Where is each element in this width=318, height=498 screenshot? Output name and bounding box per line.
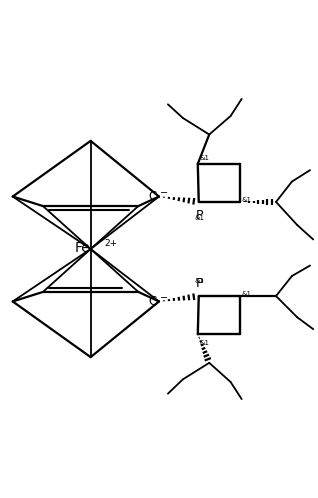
Text: C: C (148, 190, 156, 203)
Text: &1: &1 (194, 278, 204, 284)
Text: &1: &1 (242, 197, 252, 203)
Text: &1: &1 (199, 154, 209, 160)
Text: −: − (160, 188, 168, 198)
Text: P: P (196, 277, 203, 290)
Text: C: C (148, 295, 156, 308)
Text: Fe: Fe (75, 242, 91, 255)
Text: &1: &1 (199, 340, 209, 346)
Text: &1: &1 (194, 215, 204, 221)
Text: 2+: 2+ (105, 239, 118, 248)
Text: −: − (160, 293, 168, 303)
Text: &1: &1 (242, 291, 252, 297)
Text: P: P (196, 209, 203, 222)
